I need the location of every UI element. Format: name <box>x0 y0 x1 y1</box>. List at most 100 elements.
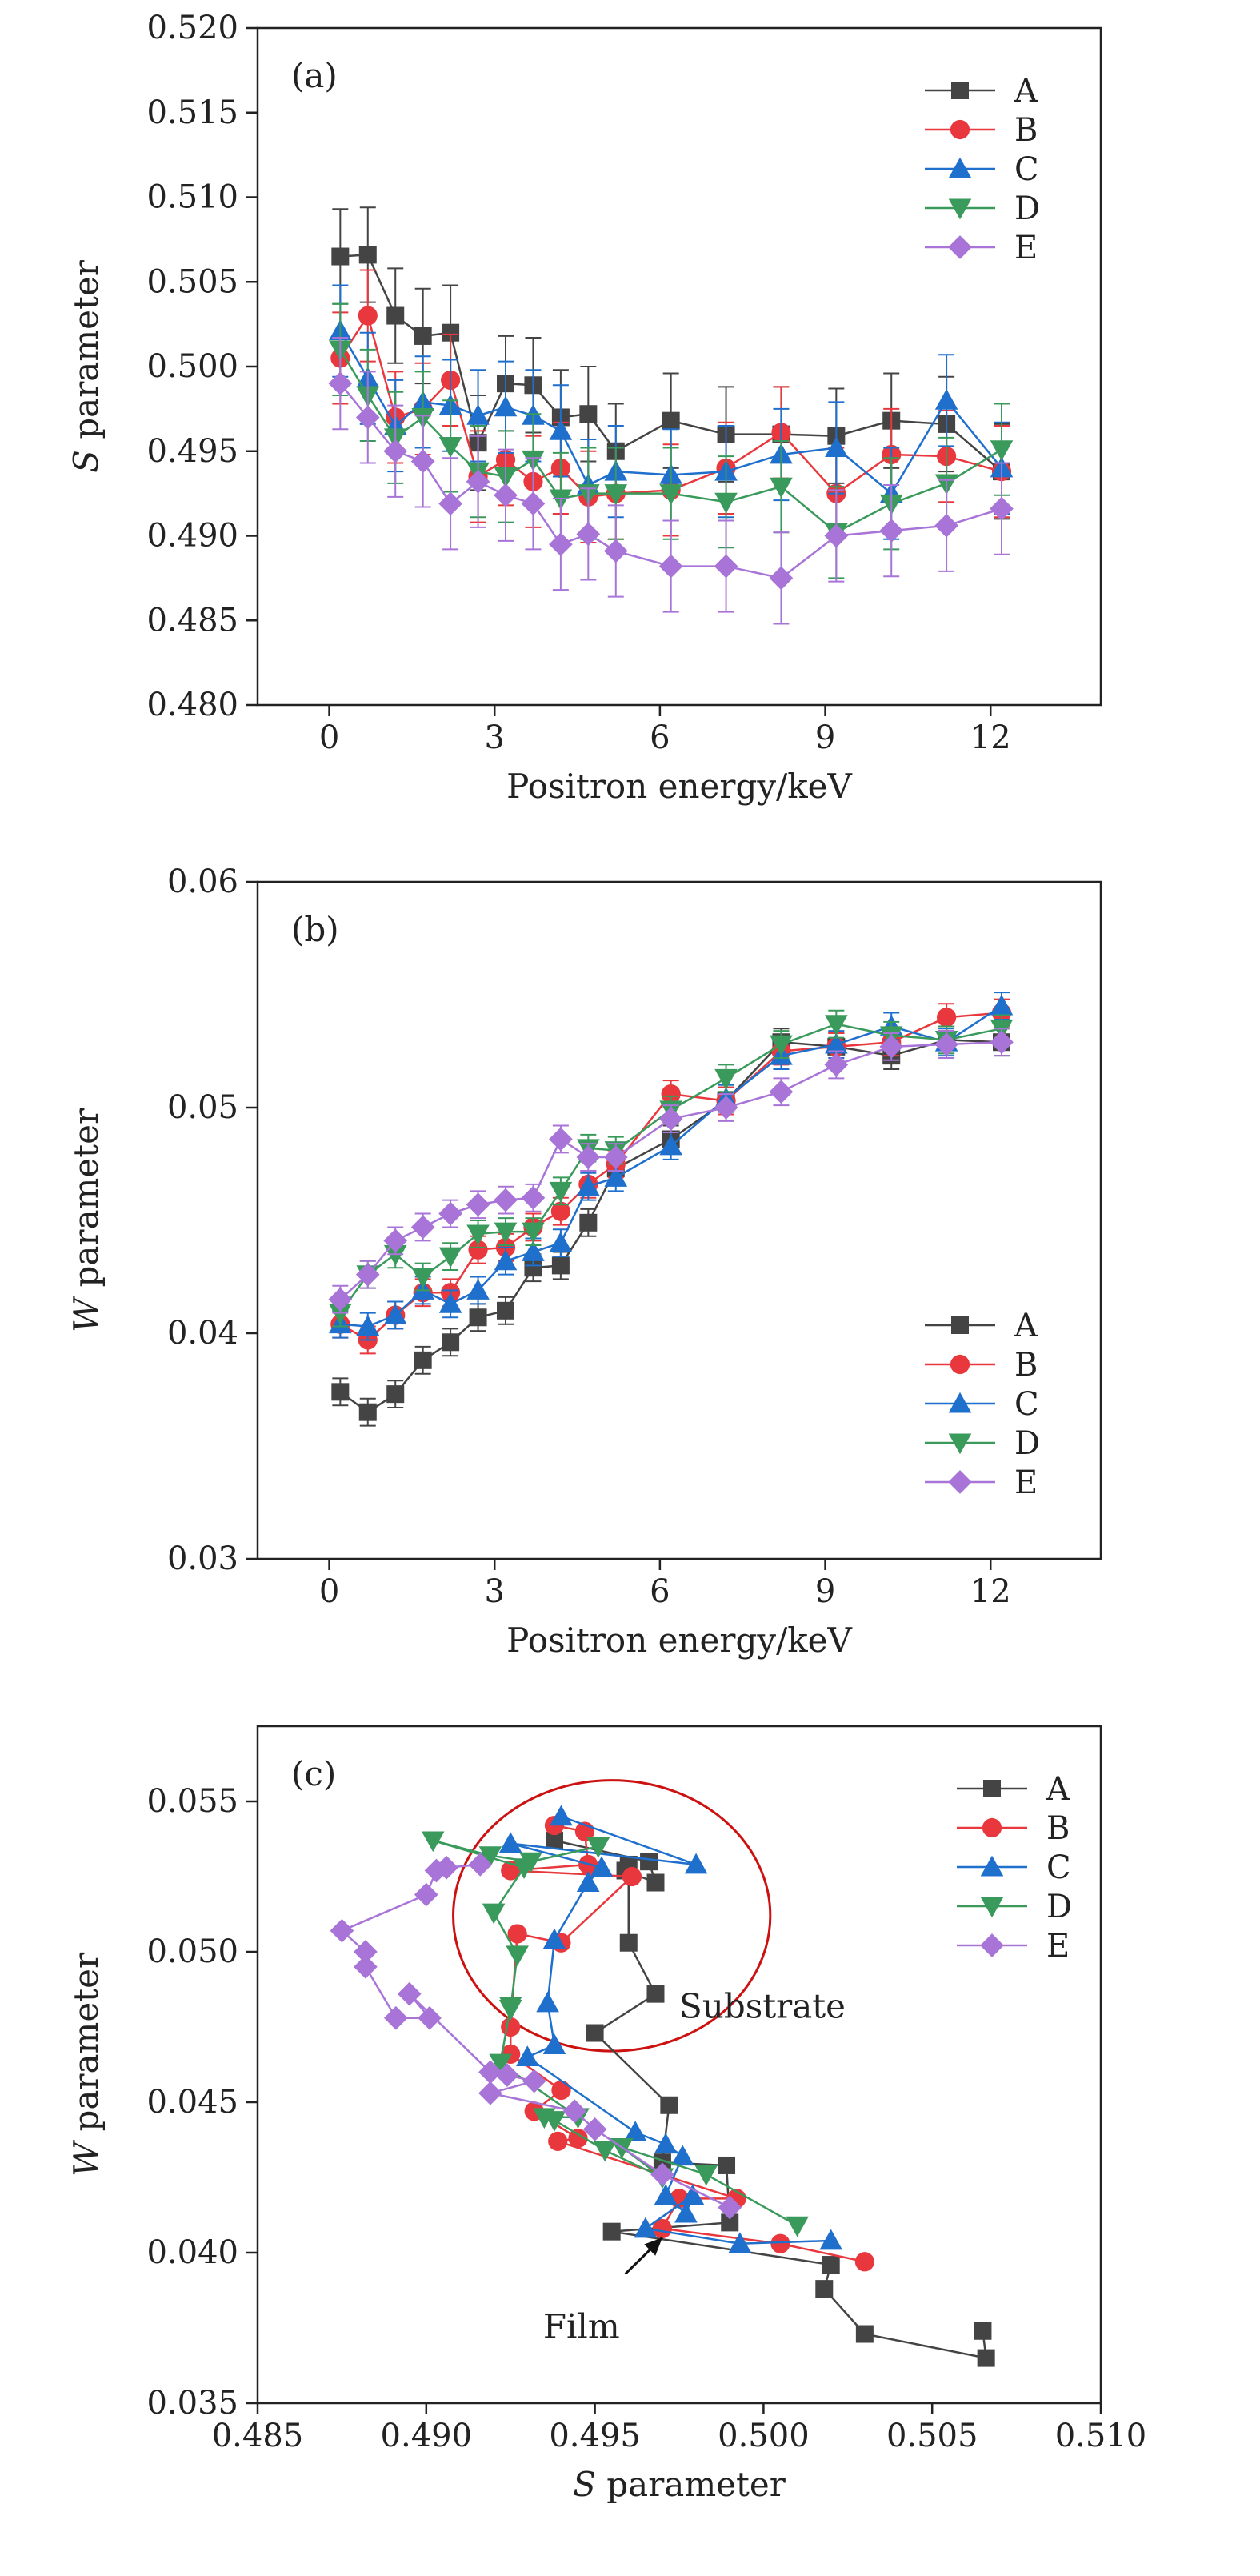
data-point-D <box>498 2000 522 2021</box>
legend-marker-E <box>980 1933 1004 1957</box>
data-point-E <box>354 1954 378 1979</box>
legend-marker-B <box>950 119 970 140</box>
data-point-E <box>418 2005 442 2030</box>
x-tick-label: 0 <box>319 719 339 756</box>
data-point-E <box>824 523 849 548</box>
x-tick-label: 0 <box>319 1573 339 1610</box>
data-point-D <box>533 2108 556 2129</box>
data-point-A <box>386 306 405 325</box>
data-point-E <box>658 554 683 579</box>
data-point-E <box>414 1882 438 1907</box>
data-point-A <box>442 323 460 342</box>
data-point-C <box>623 2121 647 2142</box>
data-point-D <box>549 1181 573 1203</box>
data-point-C <box>577 1175 600 1196</box>
data-point-E <box>355 1262 380 1287</box>
data-point-E <box>384 2005 408 2030</box>
data-point-E <box>658 1107 683 1131</box>
data-point-E <box>990 496 1014 521</box>
legend-label-B: B <box>1014 112 1038 149</box>
data-point-C <box>438 1292 462 1313</box>
data-point-E <box>383 439 408 463</box>
data-point-A <box>414 327 432 345</box>
legend-label-E: E <box>1046 1928 1070 1965</box>
data-point-C <box>356 1315 380 1336</box>
data-point-E <box>603 539 628 563</box>
x-axis-title: Positron energy/keV <box>506 767 852 806</box>
data-point-E <box>468 1853 493 1877</box>
data-point-A <box>524 1259 542 1277</box>
data-point-A <box>646 1985 665 2003</box>
data-point-D <box>438 1247 462 1268</box>
data-point-C <box>498 1832 522 1853</box>
panel-label: (c) <box>291 1754 336 1793</box>
data-point-B <box>568 2129 588 2149</box>
data-point-A <box>660 2096 678 2114</box>
data-point-D <box>506 1945 529 1967</box>
legend-label-B: B <box>1046 1810 1070 1847</box>
series-C <box>498 1805 843 2253</box>
data-point-E <box>494 483 518 507</box>
data-point-A <box>640 1853 658 1871</box>
data-point-E <box>522 2069 546 2093</box>
data-point-A <box>586 2024 604 2042</box>
x-tick-label: 9 <box>815 1573 835 1610</box>
x-tick-label: 0.495 <box>549 2418 641 2454</box>
data-point-C <box>549 1231 573 1252</box>
y-tick-label: 0.500 <box>146 348 238 385</box>
data-point-C <box>550 1805 573 1826</box>
series-line-D <box>339 349 1002 534</box>
film-arrow-head <box>644 2237 662 2256</box>
legend-marker-A <box>983 1780 1001 1797</box>
data-point-E <box>769 1080 794 1104</box>
data-point-C <box>383 1304 407 1324</box>
data-point-B <box>661 1084 681 1104</box>
legend-label-A: A <box>1014 1308 1038 1344</box>
series-D <box>329 1009 1014 1328</box>
data-point-E <box>495 2063 519 2088</box>
plot-frame <box>256 1725 1102 2405</box>
data-point-C <box>670 2145 694 2166</box>
data-point-D <box>770 477 793 499</box>
legend-marker-D <box>948 1433 972 1455</box>
data-point-B <box>548 2131 568 2151</box>
y-tick-label: 0.055 <box>146 1783 238 1820</box>
legend-label-B: B <box>1014 1347 1038 1384</box>
legend-label-A: A <box>1014 73 1038 110</box>
data-point-E <box>718 2195 742 2220</box>
series-line-D <box>339 1023 1002 1314</box>
data-point-E <box>990 1030 1014 1055</box>
data-point-C <box>542 2033 566 2054</box>
data-point-B <box>854 2252 874 2272</box>
y-tick-label: 0.520 <box>146 10 238 46</box>
data-point-E <box>466 1192 490 1217</box>
data-point-C <box>990 994 1014 1016</box>
data-point-C <box>466 1279 490 1300</box>
chart-panel-3: 0.485 0.490 0.495 0.500 0.505 0.510 0.035 0.040… <box>66 1725 1147 2504</box>
y-tick-label: 0.05 <box>167 1089 238 1126</box>
x-tick-label: 0.505 <box>886 2418 978 2454</box>
data-point-E <box>434 1855 458 1880</box>
data-point-B <box>358 306 378 326</box>
data-point-C <box>576 1871 600 1892</box>
legend-label-D: D <box>1014 190 1040 227</box>
y-axis-title-text-part: parameter <box>66 259 106 450</box>
x-axis-title-text-part: parameter <box>596 2465 786 2504</box>
data-point-B <box>937 1008 957 1028</box>
data-point-D <box>659 484 682 505</box>
x-tick-label: 0.490 <box>381 2418 473 2454</box>
x-tick-label: 6 <box>650 1573 670 1610</box>
data-point-A <box>619 1933 638 1952</box>
legend-marker-D <box>948 198 972 220</box>
substrate-annotation: Substrate <box>679 1987 846 2026</box>
data-point-C <box>659 1134 682 1156</box>
film-annotation: Film <box>543 2306 620 2346</box>
data-point-D <box>466 1224 490 1246</box>
data-point-C <box>684 1853 708 1874</box>
substrate-ellipse <box>452 1779 772 2053</box>
data-point-C <box>728 2232 752 2253</box>
data-point-E <box>562 2099 587 2124</box>
x-tick-label: 0.510 <box>1055 2418 1147 2454</box>
legend-marker-B <box>950 1354 970 1375</box>
